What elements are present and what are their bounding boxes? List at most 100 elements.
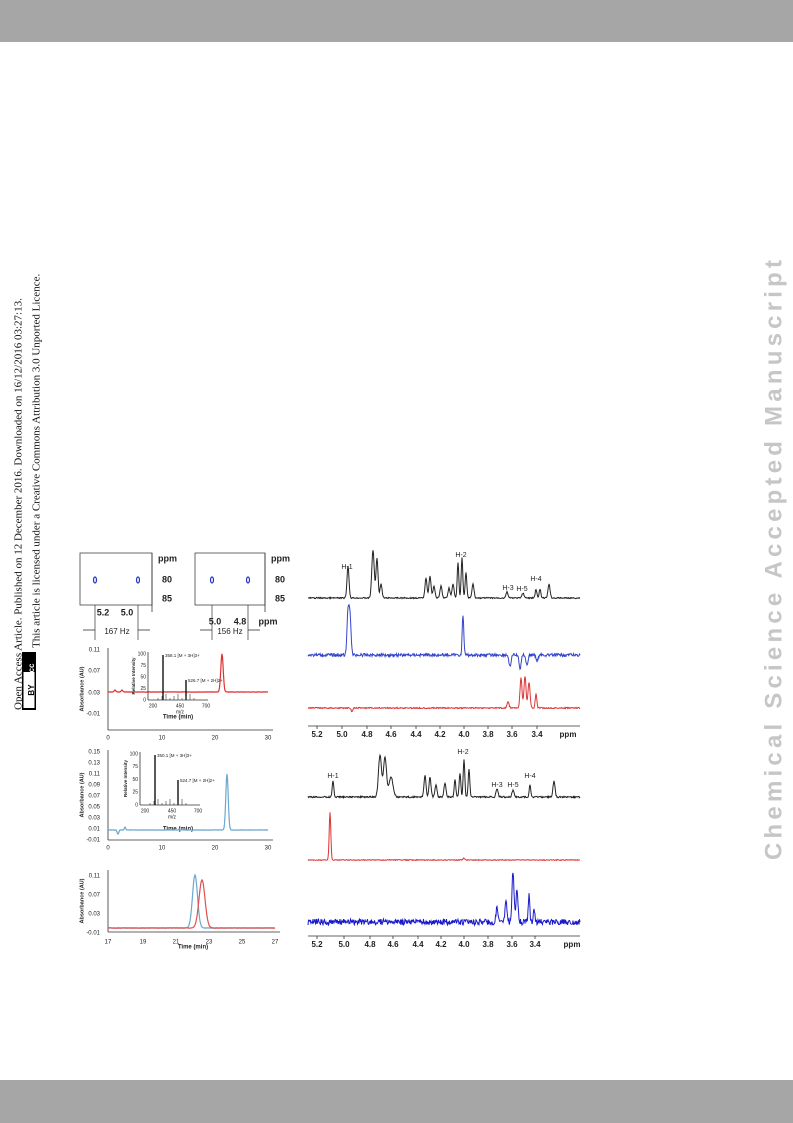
proton-label: H-4: [530, 576, 541, 583]
hsqc-peak: [209, 576, 215, 584]
nmr-x-tick: 3.8: [482, 730, 494, 739]
hplc-x-tick: 19: [140, 940, 147, 946]
hsqc-y-unit: ppm: [158, 553, 177, 563]
inset-y-tick: 75: [132, 764, 138, 770]
inset-y-tick: 25: [132, 790, 138, 796]
hplc-x-tick: 23: [206, 940, 213, 946]
hsqc-y-tick: 85: [275, 593, 285, 603]
hplc-x-label: Time (min): [178, 945, 208, 951]
cc-badge: cc BY: [22, 652, 36, 710]
hsqc-frame: [79, 552, 153, 606]
inset-y-tick: 100: [138, 651, 147, 657]
inset-y-tick: 100: [130, 751, 139, 757]
ms-peak-label: 524.7 [M + 2H]2+: [180, 778, 215, 783]
nmr-x-tick: 4.8: [361, 730, 373, 739]
hsqc-x-tick: 5.2: [97, 607, 110, 617]
nmr-x-tick: 3.8: [482, 940, 494, 949]
hplc-y-tick: 0.09: [88, 783, 100, 789]
inset-y-tick: 75: [140, 663, 146, 669]
hplc-y-tick: 0.13: [88, 761, 100, 767]
inset-y-tick: 50: [132, 777, 138, 783]
hplc-y-tick: 0.07: [88, 794, 100, 800]
nmr-x-tick: 5.0: [336, 730, 348, 739]
proton-label: H-3: [491, 782, 502, 789]
inset-x-tick: 200: [149, 703, 158, 709]
nmr-x-tick: 4.2: [435, 940, 447, 949]
hplc-x-tick: 27: [272, 940, 279, 946]
hplc-x-tick: 20: [212, 736, 219, 742]
hsqc-x-tick: 5.0: [121, 607, 134, 617]
chromatogram: [108, 773, 269, 836]
proton-label: H-5: [507, 782, 518, 789]
coupling-label: 167 Hz: [104, 627, 129, 636]
chromatogram: [108, 653, 269, 693]
nmr-x-tick: 4.6: [385, 730, 397, 739]
hsqc-y-tick: 85: [162, 593, 172, 603]
hplc-y-tick: 0.03: [88, 816, 100, 822]
hplc-x-tick: 10: [159, 736, 166, 742]
hplc-y-label: Absorbance (AU): [79, 878, 85, 923]
nmr-x-tick: 4.2: [434, 730, 446, 739]
hplc-y-tick: 0.03: [88, 912, 100, 918]
nmr-spectrum: [307, 753, 581, 800]
hplc-y-tick: -0.01: [86, 712, 100, 718]
nmr-x-tick: 4.6: [387, 940, 399, 949]
hplc-y-tick: 0.07: [88, 893, 100, 899]
hsqc-y-tick: 80: [162, 574, 172, 584]
chromatogram: [108, 878, 276, 929]
top-bar: [0, 0, 793, 42]
inset-x-tick: 700: [202, 703, 211, 709]
nmr-x-tick: 3.6: [506, 940, 518, 949]
inset-y-label: Relative Intensity: [131, 657, 136, 695]
nmr-x-unit: ppm: [564, 940, 581, 949]
hsqc-y-unit: ppm: [271, 553, 290, 563]
inset-y-tick: 25: [140, 686, 146, 692]
inset-x-label: m/z: [168, 814, 177, 820]
proton-label: H-2: [457, 749, 468, 756]
open-access-notice: Open Access Article. Published on 12 Dec…: [13, 298, 25, 710]
proton-label: H-1: [341, 564, 352, 571]
nmr-x-tick: 3.6: [506, 730, 518, 739]
hplc-x-tick: 20: [212, 846, 219, 852]
watermark: Chemical Science Accepted Manuscript: [760, 260, 787, 860]
hplc-y-tick: 0.01: [88, 827, 100, 833]
bottom-bar: [0, 1080, 793, 1123]
inset-x-tick: 450: [176, 703, 185, 709]
inset-x-tick: 700: [194, 808, 203, 814]
inset-x-label: m/z: [176, 709, 185, 715]
nmr-spectrum: [307, 676, 581, 713]
hplc-y-tick: 0.03: [88, 691, 100, 697]
hplc-y-tick: 0.05: [88, 805, 100, 811]
coupling-label: 156 Hz: [217, 627, 242, 636]
hplc-x-tick: 17: [105, 940, 112, 946]
nmr-x-tick: 5.2: [311, 730, 323, 739]
badge-cc: cc: [27, 663, 36, 672]
nmr-spectrum: [307, 550, 581, 600]
hsqc-peak: [135, 576, 141, 584]
inset-y-tick: 50: [140, 674, 146, 680]
nmr-x-tick: 4.4: [412, 940, 424, 949]
hplc-y-tick: 0.07: [88, 669, 100, 675]
hplc-x-tick: 10: [159, 846, 166, 852]
ms-peak-label: 526.7 [M + 2H]2+: [188, 678, 223, 683]
hsqc-frame: [194, 552, 266, 606]
proton-label: H-5: [516, 586, 527, 593]
licence-notice: This article is licensed under a Creativ…: [31, 274, 43, 648]
hplc-y-tick: 0.11: [89, 772, 101, 778]
hplc-x-label: Time (min): [163, 715, 193, 721]
hplc-y-label: Absorbance (AU): [79, 666, 85, 711]
badge-by: BY: [27, 684, 36, 696]
hplc-x-tick: 0: [106, 846, 110, 852]
proton-label: H-3: [502, 585, 513, 592]
hplc-x-tick: 25: [239, 940, 246, 946]
hplc-x-tick: 30: [265, 736, 272, 742]
nmr-x-tick: 4.4: [410, 730, 422, 739]
ms-peak-label: 358.1 [M + 3H]3+: [165, 653, 200, 658]
nmr-x-tick: 3.4: [531, 730, 543, 739]
hsqc-peak: [245, 576, 251, 584]
nmr-spectrum: [307, 603, 581, 671]
hsqc-x-tick: 4.8: [234, 616, 247, 626]
hsqc-y-tick: 80: [275, 574, 285, 584]
